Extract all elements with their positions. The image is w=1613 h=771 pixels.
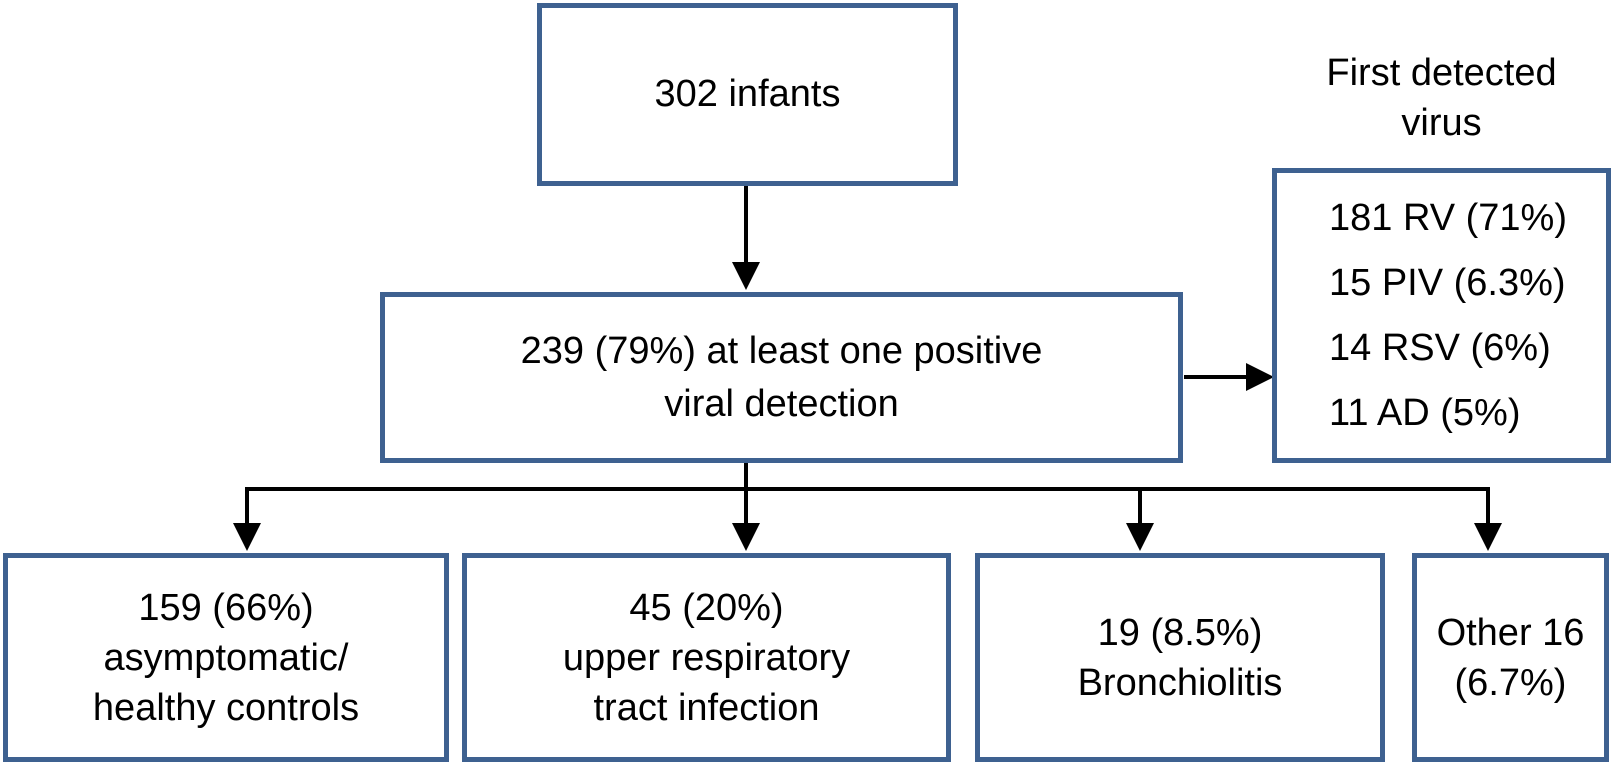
outcome1-line1: 159 (66%) (138, 586, 314, 629)
outcome3-line1: 19 (8.5%) (1097, 611, 1263, 654)
node-outcome-asymptomatic: 159 (66%) asymptomatic/ healthy controls (3, 553, 449, 762)
arrow-to-outcome2-head-icon (732, 523, 760, 551)
first-detected-virus-label-line2: virus (1401, 102, 1482, 144)
outcome4-line2: (6.7%) (1454, 661, 1567, 704)
arrow-to-outcome1-head-icon (233, 523, 261, 551)
first-detected-virus-label: First detected virus (1272, 48, 1611, 148)
node-outcome-bronchiolitis: 19 (8.5%) Bronchiolitis (975, 553, 1385, 762)
arrow-total-to-positive-head-icon (732, 262, 760, 290)
outcome2-line3: tract infection (593, 686, 820, 729)
outcome3-line2: Bronchiolitis (1077, 661, 1283, 704)
node-total-infants: 302 infants (537, 3, 958, 186)
virus-item-rv: 181 RV (71%) (1329, 196, 1567, 239)
node-positive-detection-line1: 239 (79%) at least one positive (520, 329, 1043, 372)
outcome1-line2: asymptomatic/ (103, 636, 349, 679)
outcome4-line1: Other 16 (1436, 611, 1585, 654)
outcome1-line3: healthy controls (92, 686, 360, 729)
node-outcome-other: Other 16 (6.7%) (1412, 553, 1609, 762)
first-detected-virus-label-line1: First detected (1326, 52, 1557, 94)
node-outcome-urti: 45 (20%) upper respiratory tract infecti… (462, 553, 951, 762)
virus-item-rsv: 14 RSV (6%) (1329, 326, 1551, 369)
outcome2-line1: 45 (20%) (629, 586, 784, 629)
node-first-detected-virus: 181 RV (71%) 15 PIV (6.3%) 14 RSV (6%) 1… (1272, 168, 1611, 463)
node-total-infants-text: 302 infants (654, 73, 841, 115)
arrow-to-outcome4-head-icon (1474, 523, 1502, 551)
virus-item-ad: 11 AD (5%) (1329, 391, 1521, 434)
arrow-to-outcome3-head-icon (1126, 523, 1154, 551)
arrow-positive-to-virus-head-icon (1246, 363, 1274, 391)
node-positive-detection-line2: viral detection (664, 382, 899, 425)
node-positive-detection: 239 (79%) at least one positive viral de… (380, 292, 1183, 463)
virus-item-piv: 15 PIV (6.3%) (1329, 261, 1566, 304)
outcome2-line2: upper respiratory (562, 636, 851, 679)
